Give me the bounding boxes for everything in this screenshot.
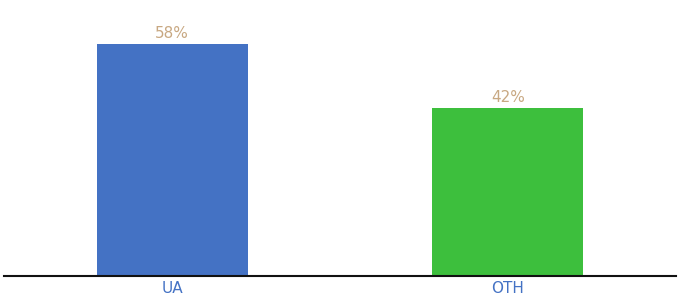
Bar (97, 44, 248, 276)
Bar (432, 108, 583, 276)
Text: 42%: 42% (491, 90, 525, 105)
Text: 58%: 58% (155, 26, 189, 41)
